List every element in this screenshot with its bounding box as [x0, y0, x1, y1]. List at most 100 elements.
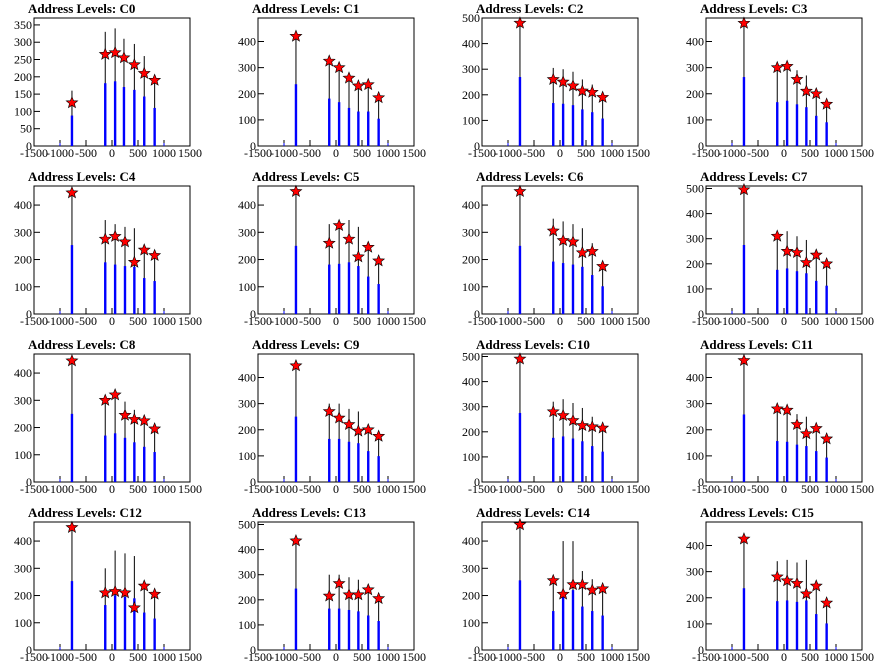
- x-tick-label: 0: [333, 650, 339, 664]
- histogram-bar-fill: [552, 261, 555, 314]
- chart-title: Address Levels: C8: [28, 337, 136, 352]
- peak-star-marker: [118, 235, 132, 248]
- peak-star-marker: [108, 584, 122, 597]
- histogram-bar-fill: [825, 623, 828, 650]
- x-tick-label: -500: [299, 482, 321, 496]
- y-tick-label: 300: [686, 397, 704, 411]
- x-tick-label: 0: [109, 146, 115, 160]
- chart-panel-7: Address Levels: C7 0 100 200 300 400 500 -1500-…: [672, 168, 896, 336]
- histogram-bar-fill: [377, 456, 380, 482]
- x-tick-label: 1000: [152, 650, 176, 664]
- peak-star-marker: [148, 422, 162, 435]
- x-tick-label: 1000: [376, 650, 400, 664]
- peak-star-marker: [585, 583, 599, 596]
- histogram-bar-fill: [133, 442, 136, 482]
- peak-star-marker: [351, 249, 365, 263]
- x-tick-label: 1000: [376, 314, 400, 328]
- x-tick-label: 0: [109, 650, 115, 664]
- chart-panel-9: Address Levels: C9 0 100 200 300 400 -1500 -100…: [224, 336, 448, 504]
- histogram-bar-fill: [518, 245, 522, 314]
- peak-star-marker: [332, 60, 346, 74]
- y-tick-label: 0: [26, 643, 32, 657]
- y-tick-label: 400: [686, 207, 704, 221]
- x-tick-label: 500: [801, 314, 819, 328]
- histogram-bar-fill: [601, 118, 604, 146]
- x-tick-label: 1500: [626, 650, 650, 664]
- y-tick-label: 400: [462, 198, 480, 212]
- y-tick-label: 0: [474, 643, 480, 657]
- x-tick-label: -1000: [494, 482, 522, 496]
- histogram-bar-fill: [328, 264, 331, 314]
- peak-star-marker: [585, 85, 599, 98]
- histogram-bar-fill: [552, 103, 555, 146]
- chart-svg-11: Address Levels: C11 0 100 200 300 400 -1500-10…: [686, 337, 874, 496]
- x-tick-label: -1500: [244, 482, 272, 496]
- chart-title: Address Levels: C15: [700, 505, 814, 520]
- chart-title: Address Levels: C1: [252, 1, 359, 16]
- peak-star-marker: [770, 60, 784, 74]
- histogram-bar-fill: [742, 77, 746, 146]
- histogram-bar-fill: [561, 103, 565, 146]
- histogram-bar-fill: [776, 441, 779, 482]
- histogram-bar-fill: [104, 262, 107, 314]
- y-tick-label: 200: [14, 589, 32, 603]
- histogram-bar-fill: [591, 446, 594, 482]
- y-tick-label: 400: [238, 543, 256, 557]
- peak-star-marker: [566, 79, 580, 92]
- histogram-bar-fill: [552, 611, 555, 650]
- chart-svg-2: Address Levels: C20100200300400500-1500-…: [462, 1, 650, 160]
- peak-star-marker: [780, 59, 794, 72]
- peak-star-marker: [820, 432, 834, 445]
- chart-panel-3: Address Levels: C3 0 100 200 300 400 -1500 -100…: [672, 0, 896, 168]
- chart-title: Address Levels: C11: [700, 337, 813, 352]
- x-tick-label: -1000: [494, 146, 522, 160]
- histogram-bar-fill: [104, 435, 107, 482]
- peak-star-marker: [596, 581, 610, 595]
- x-tick-label: 1500: [402, 146, 426, 160]
- chart-title: Address Levels: C12: [28, 505, 142, 520]
- y-tick-label: 0: [250, 139, 256, 153]
- x-tick-label: -1000: [270, 482, 298, 496]
- y-tick-label: 100: [686, 449, 704, 463]
- x-tick-label: 500: [129, 314, 147, 328]
- peak-star-marker: [65, 185, 79, 199]
- x-tick-label: 0: [333, 314, 339, 328]
- x-tick-label: 500: [577, 650, 595, 664]
- histogram-bar-fill: [825, 122, 828, 146]
- y-tick-label: 100: [14, 616, 32, 630]
- x-tick-label: 0: [109, 482, 115, 496]
- y-tick-label: 500: [686, 182, 704, 196]
- peak-star-marker: [799, 255, 813, 269]
- x-tick-label: 1500: [626, 314, 650, 328]
- histogram-bar-fill: [113, 595, 117, 650]
- histogram-bar-fill: [805, 273, 808, 314]
- y-tick-label: 100: [14, 280, 32, 294]
- y-tick-label: 300: [686, 565, 704, 579]
- peak-star-marker: [575, 84, 589, 97]
- histogram-bar-fill: [591, 275, 594, 314]
- histogram-bar-fill: [785, 100, 789, 146]
- chart-svg-14: Address Levels: C14 0 100 200 300 400 -1500-10…: [462, 505, 650, 664]
- peak-star-marker: [820, 596, 834, 609]
- plot-frame: [705, 521, 863, 651]
- y-tick-label: 0: [474, 307, 480, 321]
- chart-panel-12: Address Levels: C12 0 100 200 300 400 -1500 -10…: [0, 504, 224, 672]
- peak-star-marker: [322, 54, 336, 67]
- histogram-bar-fill: [795, 601, 799, 650]
- peak-star-marker: [289, 358, 303, 372]
- histogram-bar-fill: [571, 590, 575, 650]
- peak-star-marker: [737, 16, 751, 29]
- histogram-bar-fill: [601, 615, 604, 650]
- x-tick-label: 1000: [600, 314, 624, 328]
- peak-star-marker: [799, 84, 813, 97]
- x-tick-label: 0: [781, 314, 787, 328]
- peak-star-marker: [127, 57, 141, 71]
- peak-star-marker: [556, 408, 570, 422]
- histogram-bar-fill: [70, 115, 74, 146]
- y-tick-label: 0: [26, 139, 32, 153]
- histogram-bar-fill: [815, 451, 818, 482]
- y-tick-label: 200: [462, 425, 480, 439]
- chart-svg-15: Address Levels: C15 0 100 200 300 400 -1500-10…: [686, 505, 874, 664]
- y-tick-label: 300: [238, 568, 256, 582]
- x-tick-label: -1000: [270, 146, 298, 160]
